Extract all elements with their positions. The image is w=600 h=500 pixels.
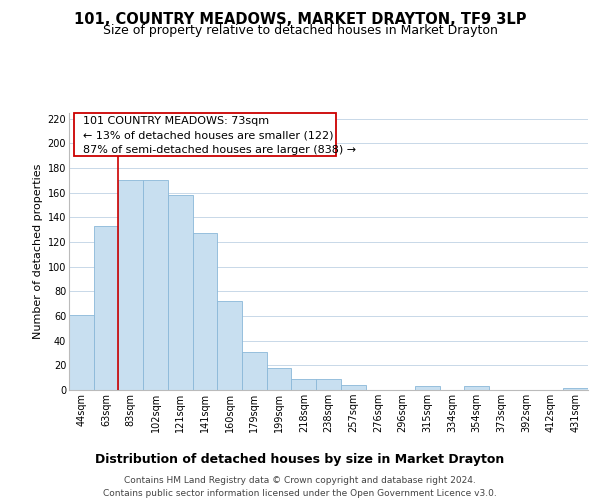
Bar	[69, 315, 94, 390]
Bar	[143, 180, 168, 390]
Text: 101 COUNTRY MEADOWS: 73sqm
← 13% of detached houses are smaller (122)
87% of sem: 101 COUNTRY MEADOWS: 73sqm ← 13% of deta…	[83, 116, 356, 156]
Bar	[242, 352, 267, 390]
Text: Distribution of detached houses by size in Market Drayton: Distribution of detached houses by size …	[95, 452, 505, 466]
Bar	[464, 386, 489, 390]
Bar	[94, 226, 118, 390]
Text: 101, COUNTRY MEADOWS, MARKET DRAYTON, TF9 3LP: 101, COUNTRY MEADOWS, MARKET DRAYTON, TF…	[74, 12, 526, 28]
Bar	[415, 386, 440, 390]
Text: Size of property relative to detached houses in Market Drayton: Size of property relative to detached ho…	[103, 24, 497, 37]
Bar	[563, 388, 588, 390]
Bar	[292, 379, 316, 390]
Text: Contains HM Land Registry data © Crown copyright and database right 2024.
Contai: Contains HM Land Registry data © Crown c…	[103, 476, 497, 498]
Bar	[217, 301, 242, 390]
Bar	[168, 195, 193, 390]
Bar	[193, 234, 217, 390]
Y-axis label: Number of detached properties: Number of detached properties	[34, 164, 43, 339]
Bar	[341, 385, 365, 390]
Bar	[267, 368, 292, 390]
Bar	[118, 180, 143, 390]
Bar	[316, 379, 341, 390]
